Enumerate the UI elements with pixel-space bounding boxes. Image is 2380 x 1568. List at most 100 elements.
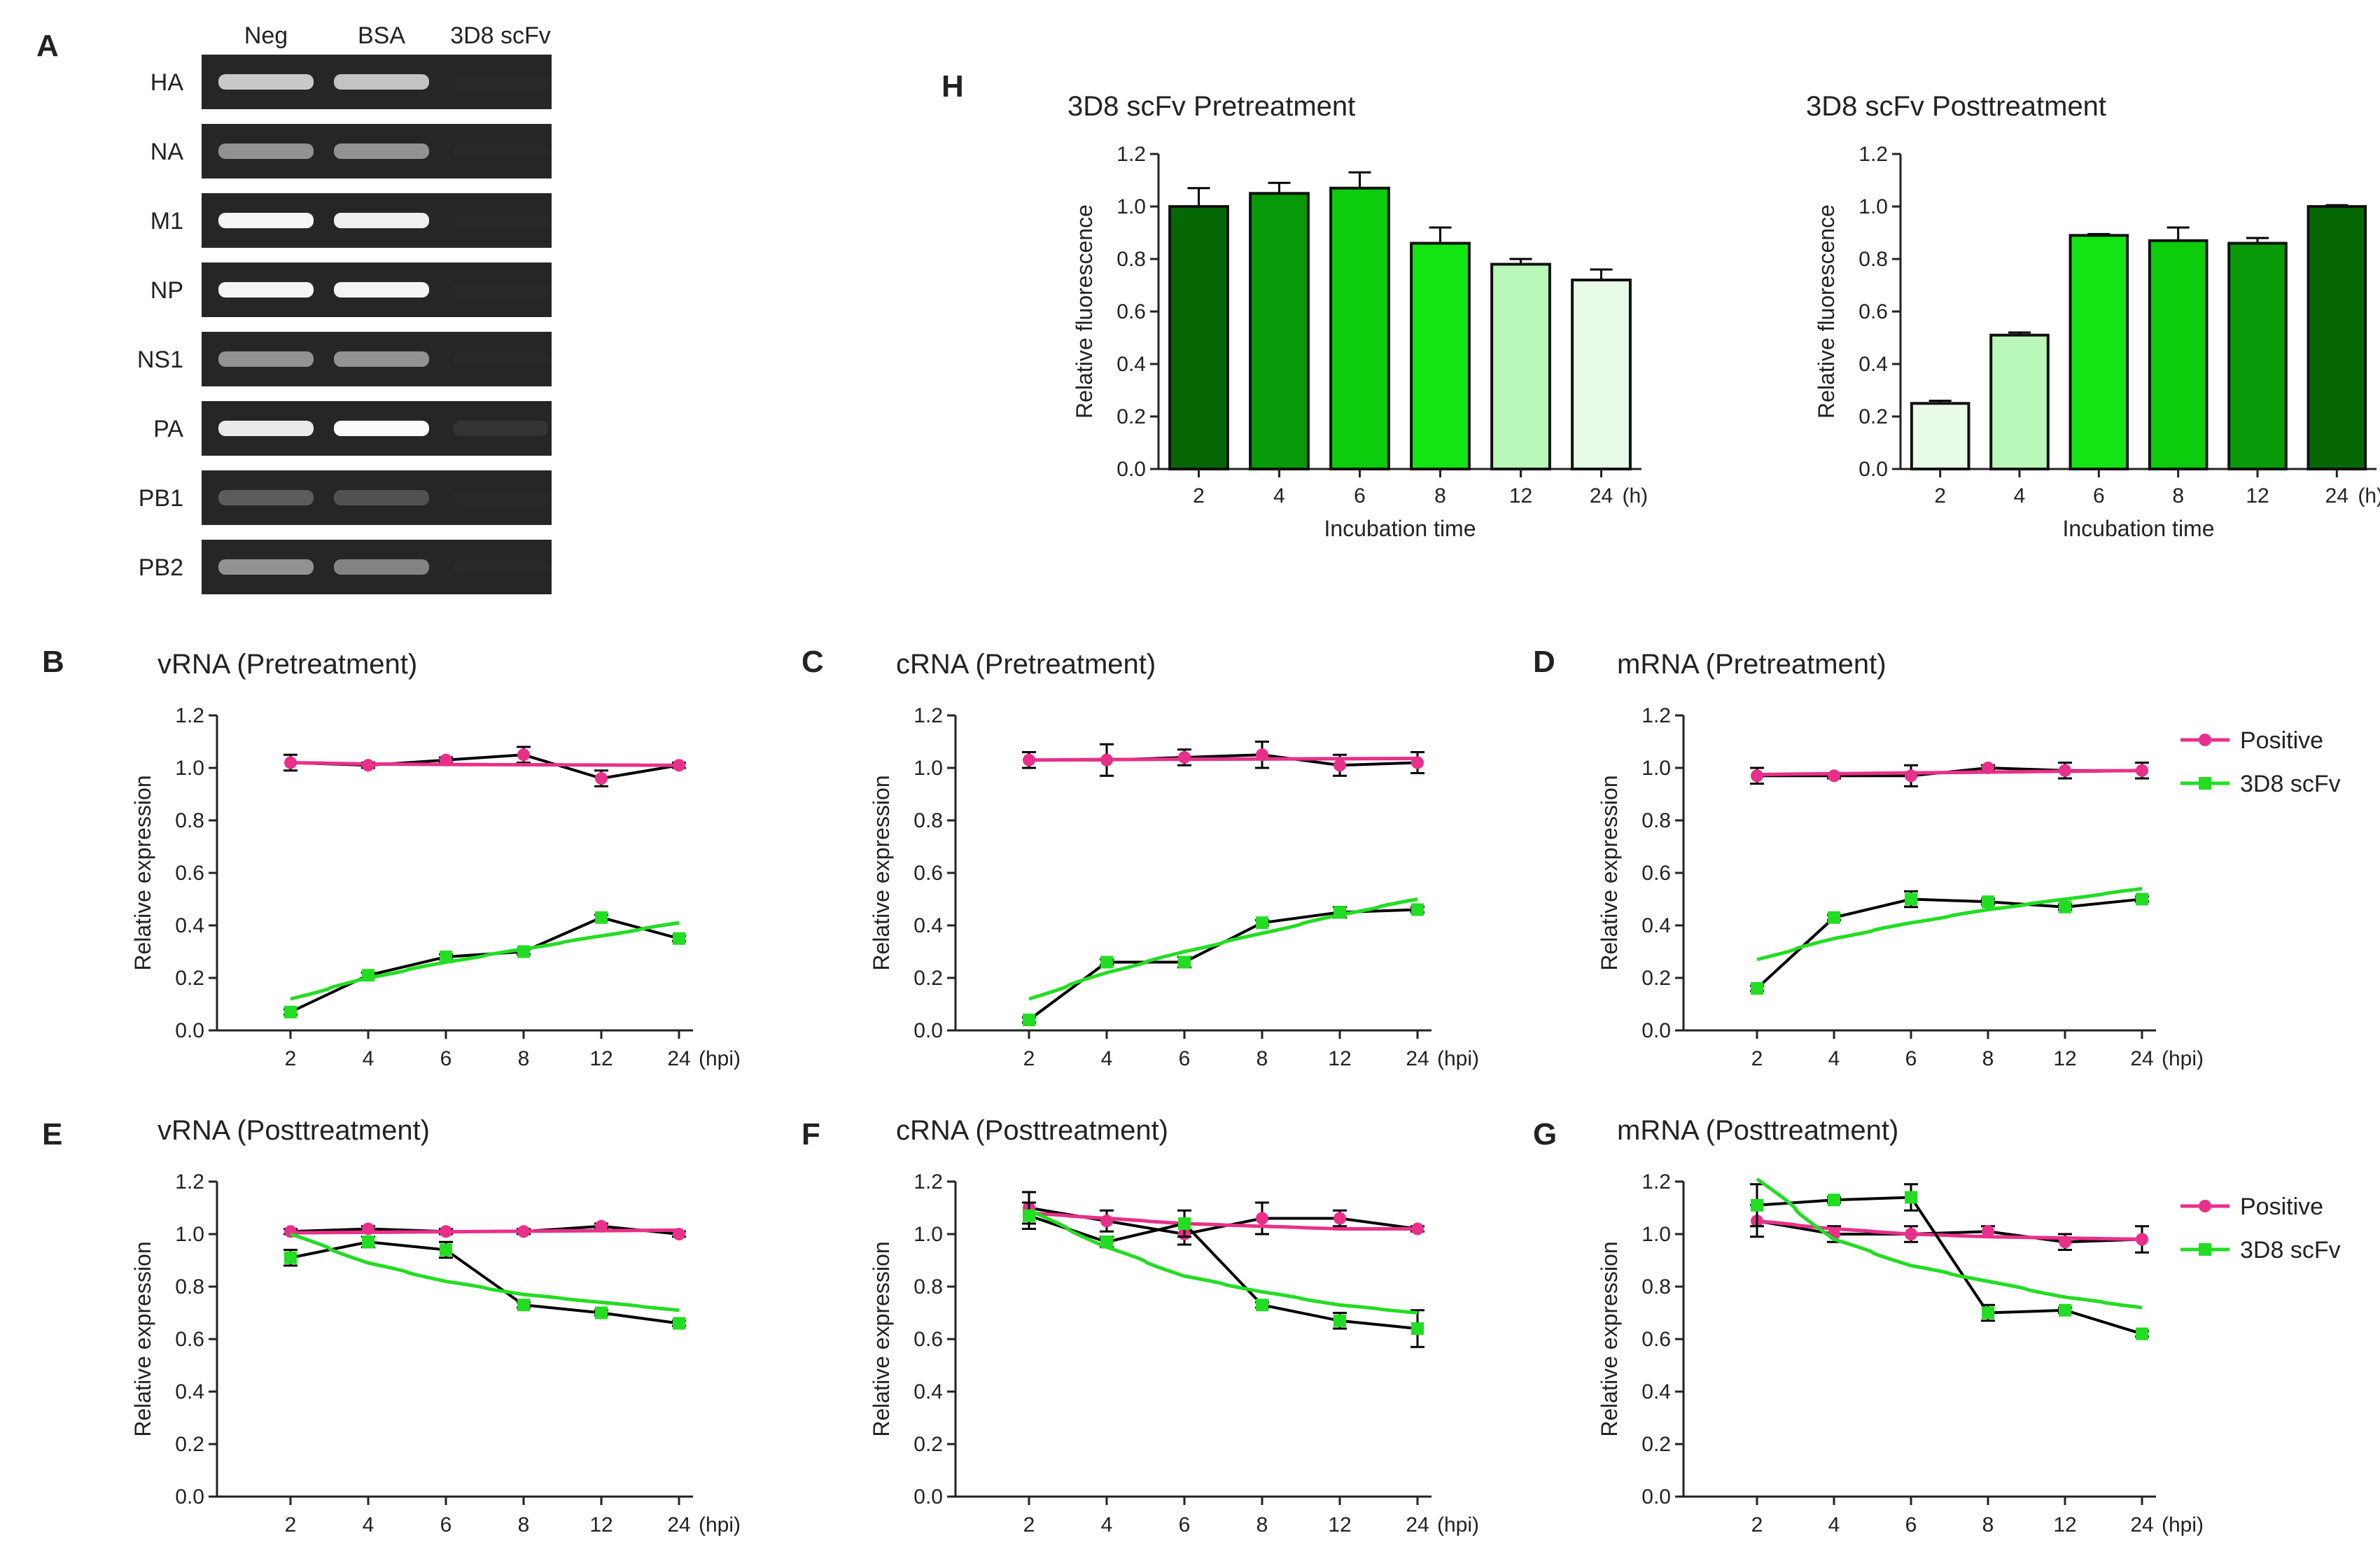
y-tick-label: 0.0 bbox=[175, 1019, 204, 1042]
y-axis-label: Relative expression bbox=[1597, 1241, 1622, 1436]
data-point-positive bbox=[1178, 751, 1191, 764]
x-tick-label: 4 bbox=[1101, 1047, 1113, 1070]
y-tick-label: 0.8 bbox=[1642, 809, 1671, 832]
gel-band bbox=[218, 282, 314, 298]
data-point-scfv bbox=[1905, 1191, 1917, 1204]
y-tick-label: 0.0 bbox=[175, 1485, 204, 1508]
data-point-positive bbox=[284, 756, 297, 769]
gel-band bbox=[334, 74, 429, 90]
y-tick-label: 0.2 bbox=[1116, 405, 1146, 428]
x-tick-label: 8 bbox=[518, 1513, 530, 1536]
x-unit-label: (hpi) bbox=[699, 1047, 741, 1070]
data-point-scfv bbox=[1411, 1322, 1424, 1335]
data-point-scfv bbox=[1334, 1314, 1346, 1327]
bar bbox=[2306, 205, 2367, 470]
data-point-scfv bbox=[673, 932, 685, 945]
bar bbox=[1410, 241, 1471, 470]
panel-letter-e: E bbox=[42, 1117, 62, 1152]
data-point-scfv bbox=[1982, 1306, 1994, 1320]
gel-band bbox=[218, 351, 314, 367]
data-point-positive bbox=[1411, 756, 1424, 769]
y-tick-label: 0.4 bbox=[175, 914, 204, 937]
data-point-positive bbox=[1905, 769, 1917, 783]
y-tick-label: 1.2 bbox=[175, 704, 204, 727]
chart-title: vRNA (Pretreatment) bbox=[158, 649, 417, 680]
x-tick-label: 24 bbox=[667, 1513, 690, 1536]
y-tick-label: 1.2 bbox=[1116, 143, 1146, 166]
y-tick-label: 0.0 bbox=[1858, 458, 1888, 481]
fit-curve-scfv bbox=[1028, 897, 1418, 1001]
x-tick-label: 12 bbox=[2053, 1047, 2076, 1070]
data-point-scfv bbox=[362, 969, 374, 982]
x-tick-label: 4 bbox=[363, 1047, 374, 1070]
y-tick-label: 0.6 bbox=[1116, 300, 1146, 323]
y-tick-label: 0.8 bbox=[913, 809, 943, 832]
x-tick-label: 24 bbox=[2130, 1513, 2153, 1536]
data-point-positive bbox=[440, 753, 452, 766]
y-axis-label: Relative expression bbox=[130, 775, 155, 970]
data-point-positive bbox=[673, 1228, 685, 1240]
fit-curve-scfv bbox=[1756, 887, 2143, 962]
y-tick-label: 0.8 bbox=[175, 1275, 204, 1298]
data-point-scfv bbox=[1256, 1298, 1268, 1312]
chart-title: 3D8 scFv Pretreatment bbox=[1068, 91, 1355, 122]
y-tick-label: 0.8 bbox=[1858, 248, 1888, 271]
y-tick-label: 0.2 bbox=[913, 1433, 943, 1456]
data-point-scfv bbox=[1751, 982, 1763, 995]
y-axis-label: Relative expression bbox=[1597, 775, 1622, 970]
gel-band bbox=[334, 213, 429, 228]
fit-curve-scfv bbox=[290, 920, 680, 1001]
data-point-scfv bbox=[1023, 1014, 1035, 1026]
data-point-scfv bbox=[2059, 1303, 2071, 1317]
gel-band bbox=[334, 421, 429, 436]
data-point-positive bbox=[2136, 1233, 2148, 1246]
bar bbox=[1329, 186, 1390, 470]
bar-chart-posttreatment: 3D8 scFv Posttreatment 0.0 0.2 0.4 0.6 0.8 1.0… bbox=[1806, 91, 2380, 541]
y-tick-label: 1.2 bbox=[175, 1170, 204, 1194]
bar-chart-pretreatment: 3D8 scFv Pretreatment 0.0 0.2 0.4 0.6 0.8 1.0 1… bbox=[1068, 91, 1648, 541]
legend-marker-scfv bbox=[2199, 1243, 2211, 1256]
legend-label: 3D8 scFv bbox=[2240, 771, 2341, 797]
data-point-positive bbox=[517, 1225, 530, 1238]
line-chart-vrna-posttreatment: vRNA (Posttreatment) 0.0 0.2 0.4 0.6 0.8 1.0 1.… bbox=[130, 1115, 741, 1536]
legend-marker-positive bbox=[2199, 1200, 2211, 1212]
y-axis-label: Relative expression bbox=[869, 1241, 894, 1436]
gel-row-label: HA bbox=[150, 69, 184, 96]
line-chart-crna-posttreatment: cRNA (Posttreatment) 0.0 0.2 0.4 0.6 0.8 1.0 1.… bbox=[869, 1115, 1479, 1536]
fit-curve-positive bbox=[290, 761, 680, 767]
panel-letter-h: H bbox=[941, 69, 964, 104]
data-point-scfv bbox=[1411, 903, 1424, 916]
legend-marker-scfv bbox=[2199, 777, 2211, 790]
fit-curve-scfv bbox=[1756, 1177, 2143, 1310]
x-unit-label: (hpi) bbox=[1437, 1513, 1479, 1536]
data-point-scfv bbox=[595, 911, 608, 924]
x-tick-label: 4 bbox=[1828, 1047, 1840, 1070]
x-tick-label: 8 bbox=[1434, 484, 1446, 507]
x-tick-label: 4 bbox=[2014, 484, 2026, 507]
x-tick-label: 6 bbox=[1179, 1047, 1191, 1070]
x-tick-label: 4 bbox=[363, 1513, 374, 1536]
x-tick-label: 6 bbox=[1354, 484, 1366, 507]
data-point-scfv bbox=[2136, 1327, 2148, 1340]
legend-marker-positive bbox=[2199, 734, 2211, 746]
x-tick-label: 2 bbox=[1193, 484, 1205, 507]
chart-title: 3D8 scFv Posttreatment bbox=[1806, 91, 2106, 122]
x-tick-label: 8 bbox=[2172, 484, 2184, 507]
chart-title: cRNA (Pretreatment) bbox=[896, 649, 1156, 680]
panel-letter-f: F bbox=[802, 1117, 820, 1152]
gel-band bbox=[334, 351, 429, 367]
gel-band bbox=[453, 559, 548, 575]
y-tick-label: 0.0 bbox=[913, 1019, 943, 1042]
y-tick-label: 1.0 bbox=[175, 757, 204, 780]
y-tick-label: 0.2 bbox=[1642, 1433, 1671, 1456]
gel-band bbox=[334, 559, 429, 575]
x-tick-label: 12 bbox=[2053, 1513, 2076, 1536]
y-tick-label: 0.4 bbox=[1116, 353, 1146, 376]
data-point-positive bbox=[362, 1222, 374, 1236]
y-tick-label: 0.2 bbox=[175, 967, 204, 990]
panel-letter-d: D bbox=[1533, 645, 1555, 679]
y-tick-label: 0.4 bbox=[913, 914, 943, 937]
x-tick-label: 2 bbox=[1751, 1513, 1763, 1536]
data-point-scfv bbox=[1982, 895, 1994, 909]
